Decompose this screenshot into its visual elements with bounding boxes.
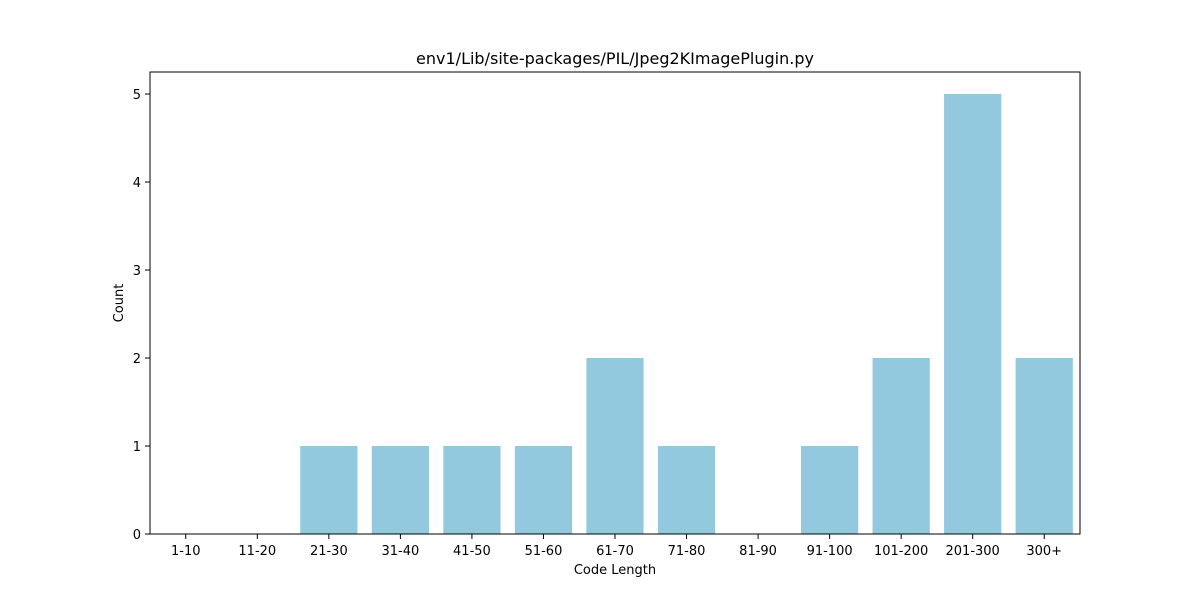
y-tick-label: 5 (133, 88, 141, 103)
bar-300+ (1015, 358, 1073, 534)
bar-91-100 (801, 446, 859, 534)
x-tick-label: 41-50 (453, 544, 491, 559)
x-tick-label: 201-300 (946, 544, 1000, 559)
x-axis-label: Code Length (574, 563, 656, 578)
x-tick-label: 91-100 (807, 544, 853, 559)
y-tick-label: 1 (133, 440, 141, 455)
bar-21-30 (300, 446, 358, 534)
y-tick-label: 2 (133, 352, 141, 367)
y-axis-label: Count (112, 284, 127, 323)
x-tick-label: 300+ (1026, 544, 1062, 559)
y-axis: 0 1 2 3 4 5 (133, 88, 150, 543)
bar-41-50 (443, 446, 501, 534)
bar-61-70 (586, 358, 644, 534)
x-tick-label: 101-200 (874, 544, 928, 559)
x-tick-label: 61-70 (596, 544, 634, 559)
x-tick-label: 1-10 (171, 544, 201, 559)
y-tick-label: 3 (133, 264, 141, 279)
bar-201-300 (944, 94, 1002, 534)
bars-group (300, 94, 1073, 534)
x-tick-label: 31-40 (381, 544, 419, 559)
y-tick-label: 0 (133, 528, 141, 543)
x-tick-label: 21-30 (310, 544, 348, 559)
bar-51-60 (514, 446, 573, 534)
x-tick-label: 11-20 (238, 544, 276, 559)
x-tick-label: 71-80 (668, 544, 706, 559)
x-tick-label: 51-60 (525, 544, 563, 559)
x-axis: 1-10 11-20 21-30 31-40 41-50 51-60 61-70 71-80 8… (171, 534, 1062, 559)
chart-title: env1/Lib/site-packages/PIL/Jpeg2KImagePl… (416, 49, 814, 68)
x-tick-label: 81-90 (739, 544, 777, 559)
bar-71-80 (657, 446, 716, 534)
bar-101-200 (872, 358, 930, 534)
bar-31-40 (371, 446, 429, 534)
y-tick-label: 4 (133, 176, 141, 191)
